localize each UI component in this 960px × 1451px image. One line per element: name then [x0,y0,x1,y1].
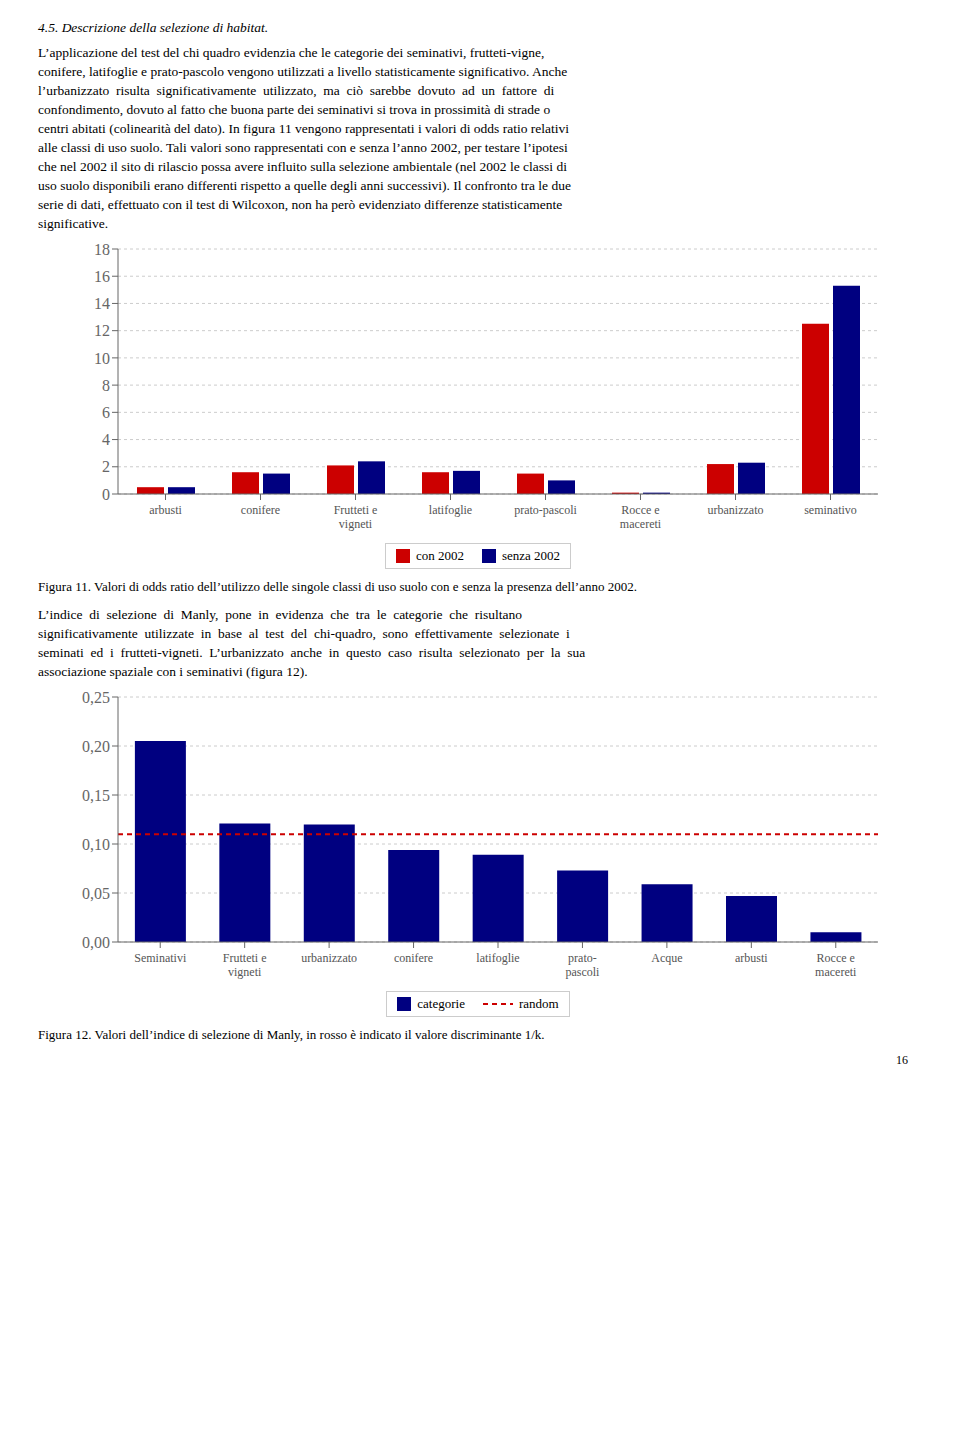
svg-text:urbanizzato: urbanizzato [708,503,764,517]
svg-text:14: 14 [94,295,110,312]
svg-text:0,00: 0,00 [82,934,110,951]
svg-text:8: 8 [102,377,110,394]
html-text:categorie: categorie [417,996,465,1011]
svg-text:0,05: 0,05 [82,885,110,902]
html-text:uso suolo disponibili erano di: uso suolo disponibili erano differenti r… [38,178,571,193]
svg-text:18: 18 [94,241,110,258]
svg-text:urbanizzato: urbanizzato [301,951,357,965]
svg-text:4: 4 [102,431,110,448]
svg-text:6: 6 [102,404,110,421]
svg-text:0,10: 0,10 [82,836,110,853]
html-text:con 2002: con 2002 [415,548,464,563]
svg-text:0,25: 0,25 [82,689,110,706]
svg-text:Rocce emacereti: Rocce emacereti [620,503,662,531]
html-text:Figura 12. Valori dell’indice: Figura 12. Valori dell’indice di selezio… [38,1027,545,1042]
html-text:confondimento, dovuto al fatto: confondimento, dovuto al fatto che buona… [38,102,551,117]
html-text:associazione spaziale con i se: associazione spaziale con i seminativi (… [38,664,308,679]
html-text:senza 2002: senza 2002 [502,548,561,563]
svg-text:arbusti: arbusti [149,503,182,517]
svg-text:arbusti: arbusti [735,951,768,965]
html-text:che nel 2002 il sito di rilasc: che nel 2002 il sito di rilascio possa a… [38,159,567,174]
html-text:serie di dati, effettuato con: serie di dati, effettuato con il test di… [38,197,563,212]
svg-text:conifere: conifere [394,951,433,965]
html-text:significativamente utilizzate: significativamente utilizzate in base al… [38,626,570,641]
html-text:conifere, latifoglie e prato-p: conifere, latifoglie e prato-pascolo ven… [38,64,568,79]
svg-text:0,15: 0,15 [82,787,110,804]
html-text:L’indice di selezione di Manly: L’indice di selezione di Manly, pone in … [38,607,523,622]
svg-text:prato-pascoli: prato-pascoli [514,503,577,517]
svg-text:seminativo: seminativo [804,503,857,517]
svg-text:Rocce emacereti: Rocce emacereti [815,951,857,979]
svg-text:Frutteti evigneti: Frutteti evigneti [223,951,267,979]
svg-text:conifere: conifere [241,503,280,517]
svg-text:Seminativi: Seminativi [134,951,187,965]
html-text:significative.: significative. [38,216,109,231]
html-text:L’applicazione del test del ch: L’applicazione del test del chi quadro e… [38,45,545,60]
svg-text:16: 16 [94,268,110,285]
html-text:alle classi di uso suolo. Tali: alle classi di uso suolo. Tali valori so… [38,140,568,155]
svg-text:12: 12 [94,322,110,339]
svg-text:Frutteti evigneti: Frutteti evigneti [334,503,378,531]
html-text:centri abitati (colinearità de: centri abitati (colinearità del dato). I… [38,121,570,136]
svg-text:latifoglie: latifoglie [429,503,472,517]
svg-text:0,20: 0,20 [82,738,110,755]
html-text:4.5. Descrizione della selezio: 4.5. Descrizione della selezione di habi… [38,20,269,35]
html-text:l’urbanizzato risulta signific: l’urbanizzato risulta significativamente… [38,83,555,98]
html-text:random: random [519,996,559,1011]
svg-text:10: 10 [94,350,110,367]
html-text:Figura 11. Valori di odds rati: Figura 11. Valori di odds ratio dell’uti… [38,579,637,594]
html-text:16: 16 [896,1053,908,1067]
svg-text:latifoglie: latifoglie [476,951,519,965]
svg-text:2: 2 [102,458,110,475]
html-text:seminati ed i frutteti-vigneti: seminati ed i frutteti-vigneti. L’urbani… [38,645,586,660]
svg-text:Acque: Acque [651,951,682,965]
svg-text:0: 0 [102,486,110,503]
svg-text:prato-pascoli: prato-pascoli [565,951,600,979]
